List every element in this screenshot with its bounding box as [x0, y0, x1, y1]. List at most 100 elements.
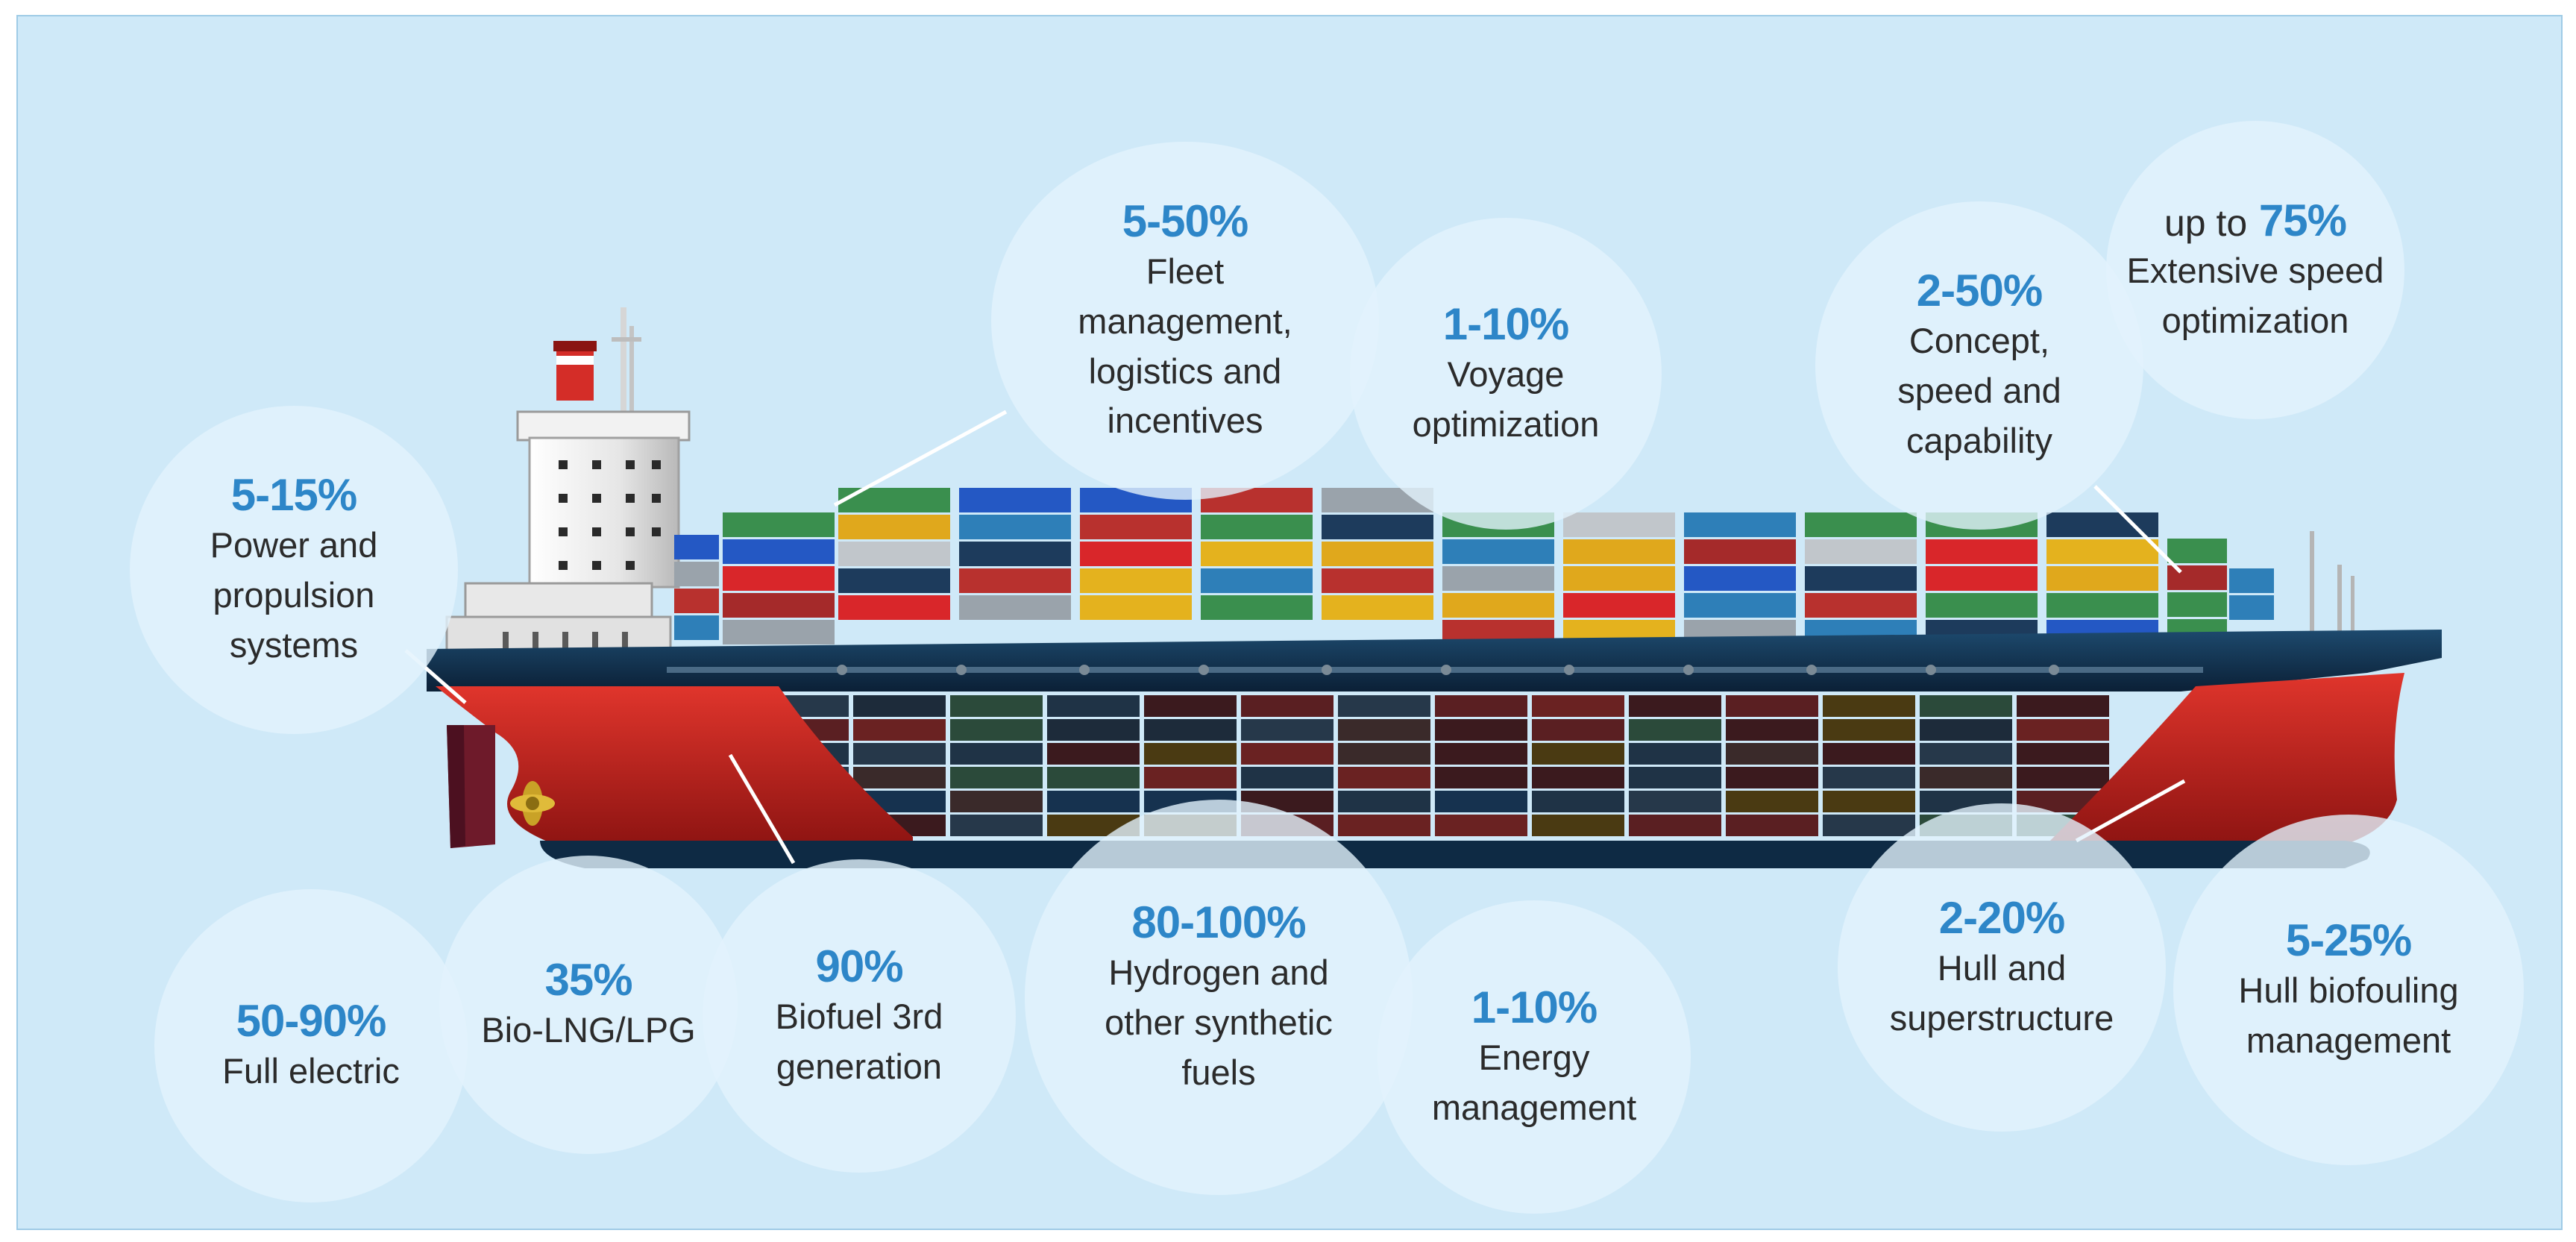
- deck-container: [723, 620, 835, 644]
- hold-container: [1726, 719, 1818, 741]
- bow-masts: [2310, 531, 2354, 639]
- deck-container: [1563, 539, 1675, 564]
- deck-container: [1684, 593, 1796, 618]
- label-energy: Energy management: [1431, 1037, 1637, 1127]
- hold-container: [1144, 743, 1237, 765]
- hold-container-stacks: [756, 695, 2109, 836]
- deck-container: [1805, 539, 1917, 564]
- container-ship-illustration: [404, 307, 2442, 868]
- deck-container: [959, 568, 1071, 593]
- hold-container: [1435, 743, 1527, 765]
- label-biolng: Bio-LNG/LPG: [481, 1010, 696, 1050]
- hold-container: [2017, 767, 2109, 788]
- hold-container: [1629, 719, 1721, 741]
- label-concept: Concept, speed and capability: [1897, 321, 2061, 460]
- hold-container: [1629, 695, 1721, 717]
- deck-container: [959, 542, 1071, 566]
- hold-container: [853, 719, 946, 741]
- hold-container: [950, 791, 1043, 812]
- hold-container: [1338, 695, 1430, 717]
- label-biofouling: Hull biofouling management: [2238, 970, 2459, 1060]
- hold-container: [853, 767, 946, 788]
- deck-container: [1442, 566, 1554, 591]
- label-voyage: Voyage optimization: [1412, 354, 1600, 444]
- hold-container: [1532, 743, 1624, 765]
- deck-container: [1080, 515, 1192, 539]
- measure-hull-superstructure: 2-20% Hull and superstructure: [1838, 803, 2166, 1132]
- percent-speed: up to 75%: [2164, 195, 2347, 245]
- deck-container: [1442, 593, 1554, 618]
- hold-container: [1144, 767, 1237, 788]
- hold-container: [1920, 743, 2012, 765]
- deck-container: [674, 589, 719, 613]
- deck-container: [1322, 568, 1433, 593]
- hold-container: [1435, 695, 1527, 717]
- deck-container: [1926, 593, 2038, 618]
- percent-biofuel: 90%: [815, 941, 903, 991]
- propeller: [510, 781, 555, 826]
- percent-concept: 2-50%: [1916, 266, 2043, 316]
- deck-container: [959, 595, 1071, 620]
- deck-container: [1201, 542, 1313, 566]
- deck-container: [2229, 568, 2274, 593]
- deck-container: [959, 488, 1071, 512]
- deck-container: [838, 568, 950, 593]
- hold-container: [1629, 743, 1721, 765]
- deck-container: [674, 562, 719, 586]
- leader-fleet: [833, 410, 1008, 507]
- hold-container: [1823, 815, 1915, 836]
- measure-extensive-speed-optimization: up to 75% Extensive speed optimization: [2106, 121, 2404, 419]
- deck-container: [1926, 566, 2038, 591]
- deck-container: [2229, 595, 2274, 620]
- deck-container: [1805, 593, 1917, 618]
- hold-container: [853, 743, 946, 765]
- superstructure: [445, 410, 691, 663]
- measure-voyage-optimization: 1-10% Voyage optimization: [1350, 218, 1662, 530]
- deck-container: [1080, 595, 1192, 620]
- deck-container: [674, 535, 719, 559]
- percent-biofouling: 5-25%: [2285, 915, 2412, 965]
- hold-container: [1435, 719, 1527, 741]
- hold-container: [1920, 767, 2012, 788]
- funnel: [553, 341, 597, 401]
- label-speed: Extensive speed optimization: [2126, 250, 2384, 340]
- deck-container: [1563, 566, 1675, 591]
- hold-container: [853, 695, 946, 717]
- measure-full-electric: 50-90% Full electric: [154, 889, 468, 1202]
- deck-container: [1201, 568, 1313, 593]
- leader-lines: [404, 410, 2186, 865]
- radar-mast: [612, 307, 641, 419]
- hold-container: [1629, 791, 1721, 812]
- hold-container: [1726, 743, 1818, 765]
- hold-container: [1047, 767, 1140, 788]
- measure-power-propulsion: 5-15% Power and propulsion systems: [130, 406, 458, 734]
- deck-container: [723, 566, 835, 591]
- deck-container: [1563, 512, 1675, 537]
- label-hull: Hull and superstructure: [1889, 947, 2114, 1038]
- deck-container: [2167, 539, 2227, 563]
- hold-container: [1338, 719, 1430, 741]
- percent-electric: 50-90%: [236, 996, 387, 1047]
- leader-concept: [2093, 485, 2182, 574]
- deck-container: [1322, 542, 1433, 566]
- hold-container: [950, 815, 1043, 836]
- deck-container: [1926, 539, 2038, 564]
- hold-container: [1241, 695, 1333, 717]
- hold-container: [2017, 719, 2109, 741]
- hold-container: [1047, 791, 1140, 812]
- leader-hull: [2075, 779, 2186, 843]
- hull-deck-band: [427, 630, 2442, 691]
- deck-container: [1684, 512, 1796, 537]
- hold-container: [1338, 815, 1430, 836]
- hull-stern-red: [436, 686, 913, 844]
- percent-energy: 1-10%: [1471, 982, 1598, 1032]
- measure-energy-management: 1-10% Energy management: [1377, 900, 1691, 1214]
- deck-container: [1201, 595, 1313, 620]
- percent-biolng: 35%: [544, 955, 632, 1006]
- label-fleet: Fleet management, logistics and incentives: [1078, 251, 1292, 441]
- hold-container: [1726, 695, 1818, 717]
- rudder: [447, 725, 495, 848]
- hold-container: [1047, 695, 1140, 717]
- hold-container: [1047, 743, 1140, 765]
- measure-bio-lng-lpg: 35% Bio-LNG/LPG: [439, 856, 738, 1154]
